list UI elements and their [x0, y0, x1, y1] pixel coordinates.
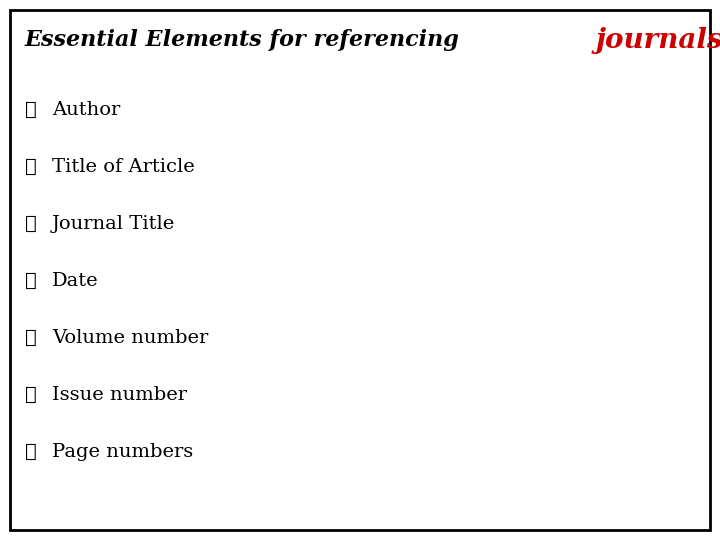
Text: ➢: ➢: [25, 386, 37, 404]
Text: ➢: ➢: [25, 443, 37, 461]
Text: Essential Elements for referencing: Essential Elements for referencing: [25, 29, 467, 51]
Text: journals: journals: [596, 26, 720, 53]
Text: ➢: ➢: [25, 272, 37, 290]
Text: ➢: ➢: [25, 158, 37, 176]
Text: Title of Article: Title of Article: [52, 158, 194, 176]
Text: Volume number: Volume number: [52, 329, 208, 347]
Text: Issue number: Issue number: [52, 386, 187, 404]
Text: Page numbers: Page numbers: [52, 443, 193, 461]
Text: ➢: ➢: [25, 329, 37, 347]
Text: ➢: ➢: [25, 215, 37, 233]
Text: Author: Author: [52, 101, 120, 119]
Text: Date: Date: [52, 272, 99, 290]
Text: ➢: ➢: [25, 101, 37, 119]
Text: Journal Title: Journal Title: [52, 215, 175, 233]
FancyBboxPatch shape: [10, 10, 710, 530]
